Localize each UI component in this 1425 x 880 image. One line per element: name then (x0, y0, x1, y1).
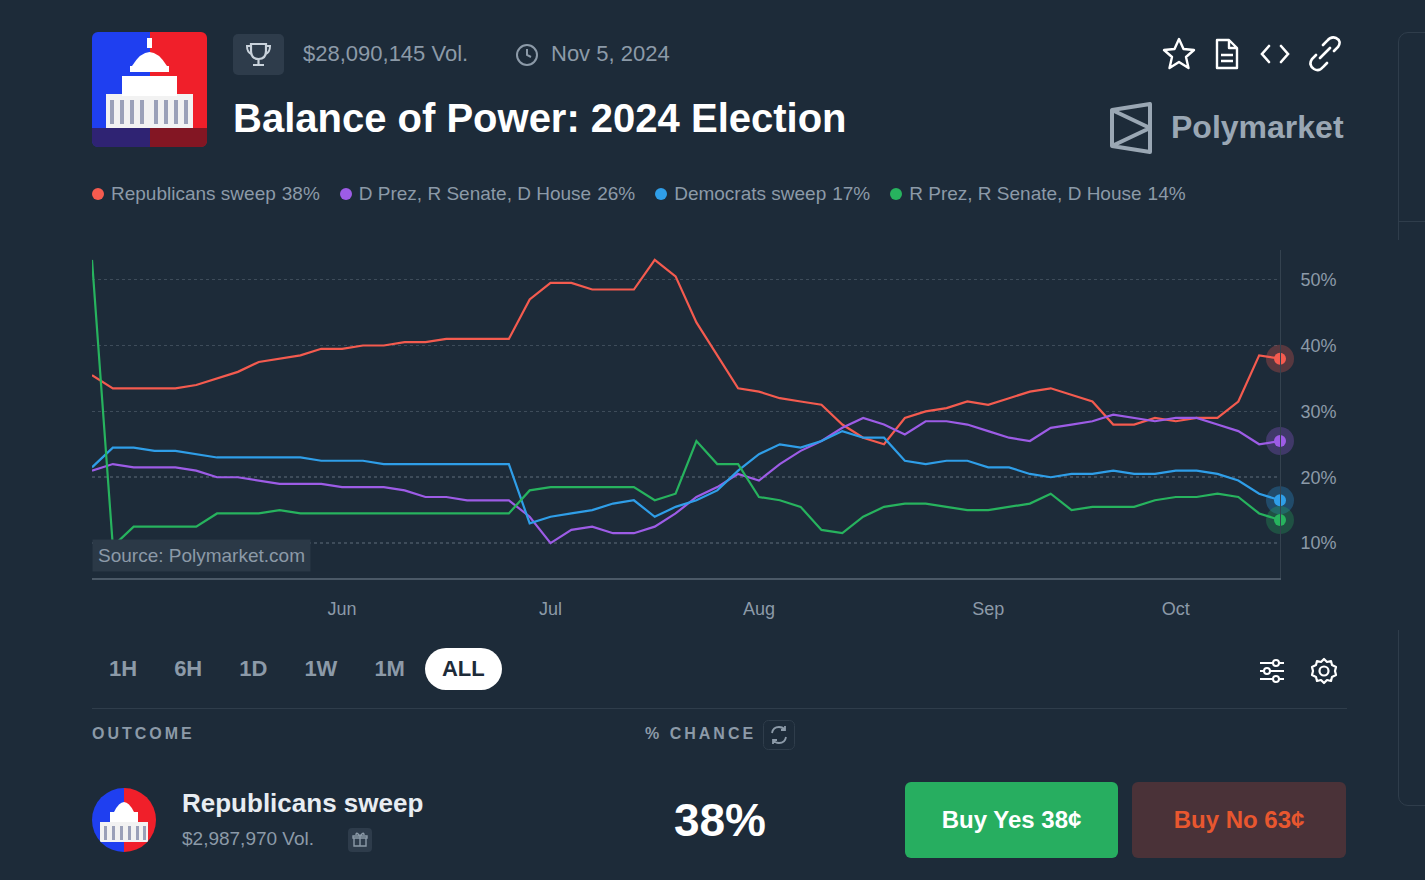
svg-text:Aug: Aug (743, 599, 775, 619)
html-text:ALL: ALL (441, 656, 485, 681)
html-text:$28,090,145 Vol.: $28,090,145 Vol. (303, 41, 469, 66)
svg-text:Sep: Sep (972, 599, 1004, 619)
html-text:OUTCOME: OUTCOME (92, 725, 195, 742)
html-text:Republicans sweep: Republicans sweep (182, 788, 424, 818)
html-text:6H: 6H (174, 656, 203, 681)
html-text:Buy No 63¢: Buy No 63¢ (1173, 806, 1305, 833)
svg-text:30%: 30% (1301, 402, 1337, 422)
html-text:1H: 1H (109, 656, 138, 681)
html-text:D Prez, R Senate, D House 26%: D Prez, R Senate, D House 26% (358, 183, 636, 204)
svg-text:Oct: Oct (1162, 599, 1190, 619)
html-text:1D: 1D (239, 656, 268, 681)
html-text:Buy Yes 38¢: Buy Yes 38¢ (941, 806, 1082, 833)
html-text:Balance of Power: 2024 Electio: Balance of Power: 2024 Election (233, 96, 847, 140)
svg-text:40%: 40% (1301, 336, 1337, 356)
html-text:R Prez, R Senate, D House 14%: R Prez, R Senate, D House 14% (909, 183, 1186, 204)
svg-text:Jun: Jun (328, 599, 357, 619)
html-text:1M: 1M (374, 656, 405, 681)
svg-text:Source: Polymarket.com: Source: Polymarket.com (98, 545, 305, 566)
html-text:Polymarket: Polymarket (1171, 109, 1344, 145)
html-text:Democrats sweep 17%: Democrats sweep 17% (674, 183, 871, 204)
html-text:% CHANCE: % CHANCE (645, 725, 757, 742)
html-text:$2,987,970 Vol.: $2,987,970 Vol. (182, 828, 315, 849)
svg-text:10%: 10% (1301, 533, 1337, 553)
svg-text:20%: 20% (1301, 468, 1337, 488)
svg-text:50%: 50% (1301, 270, 1337, 290)
html-text:1W: 1W (304, 656, 338, 681)
html-text:38%: 38% (674, 794, 766, 846)
html-text:Nov 5, 2024: Nov 5, 2024 (551, 41, 670, 66)
html-text:Republicans sweep 38%: Republicans sweep 38% (111, 183, 320, 204)
svg-text:Jul: Jul (539, 599, 562, 619)
